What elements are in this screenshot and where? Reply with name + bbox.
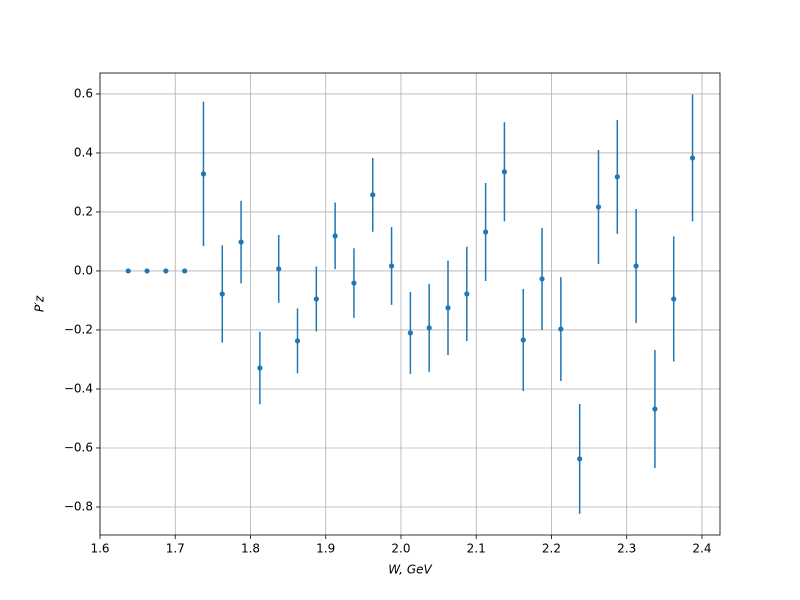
data-point xyxy=(501,169,508,175)
x-tick-label: 1.7 xyxy=(166,542,185,556)
data-point xyxy=(464,291,470,297)
x-tick-label: 2.3 xyxy=(617,542,636,556)
y-tick-label: 0.2 xyxy=(74,204,93,218)
y-tick-label: −0.4 xyxy=(64,381,93,395)
y-tick-label: −0.8 xyxy=(64,499,93,513)
data-point xyxy=(200,171,207,177)
x-axis-label: W, GeV xyxy=(388,563,432,577)
x-tick-label: 2.1 xyxy=(467,542,486,556)
data-point xyxy=(388,263,395,269)
y-tick-label: −0.2 xyxy=(64,322,93,336)
y-tick-label: 0.6 xyxy=(74,86,93,100)
data-point xyxy=(163,268,169,274)
data-point xyxy=(276,266,282,272)
y-tick-label: 0.4 xyxy=(74,145,93,159)
x-tick-label: 2.2 xyxy=(542,542,561,556)
y-tick-label: 0.0 xyxy=(74,263,93,277)
data-point xyxy=(219,291,225,297)
data-point xyxy=(595,204,602,210)
data-point xyxy=(577,456,583,462)
data-point xyxy=(313,296,319,302)
data-point xyxy=(671,296,677,302)
x-tick-label: 1.6 xyxy=(90,542,109,556)
data-point xyxy=(633,263,639,269)
data-point xyxy=(614,174,620,180)
y-axis-label: P′z xyxy=(33,295,47,312)
data-point xyxy=(238,239,244,245)
data-point xyxy=(558,326,564,332)
data-point xyxy=(144,268,150,274)
data-point xyxy=(652,406,658,412)
data-point xyxy=(257,365,263,371)
data-point xyxy=(125,268,131,274)
data-point xyxy=(370,192,376,198)
data-point xyxy=(539,276,545,282)
data-point xyxy=(426,325,432,331)
data-point xyxy=(332,233,338,239)
data-point xyxy=(407,330,413,336)
data-point xyxy=(445,305,451,311)
data-point xyxy=(351,280,357,286)
data-point xyxy=(294,338,301,344)
x-tick-label: 2.4 xyxy=(692,542,711,556)
x-tick-label: 1.8 xyxy=(241,542,260,556)
y-tick-label: −0.6 xyxy=(64,440,93,454)
data-point xyxy=(182,268,188,274)
x-tick-label: 2.0 xyxy=(391,542,410,556)
data-point xyxy=(483,229,489,235)
data-point xyxy=(689,155,696,161)
plot-frame xyxy=(99,72,721,536)
x-tick-label: 1.9 xyxy=(316,542,335,556)
data-point xyxy=(520,337,526,343)
